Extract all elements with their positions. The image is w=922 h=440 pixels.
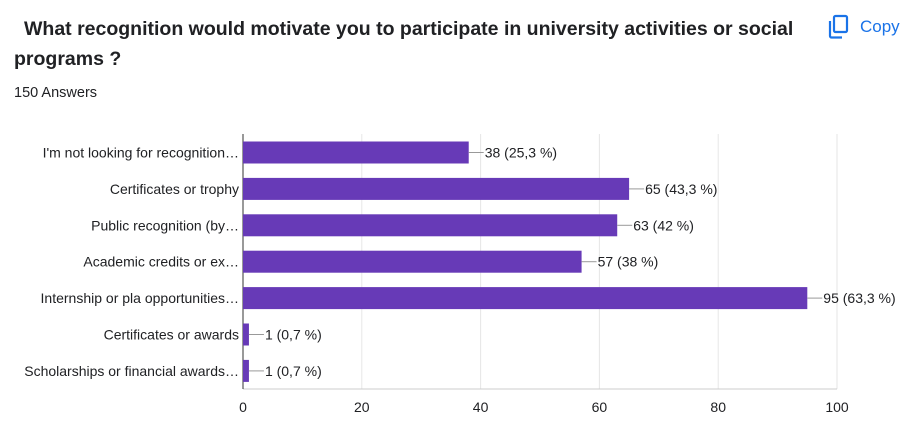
data-label: 95 (63,3 %) <box>823 290 895 306</box>
category-label: I'm not looking for recognition… <box>43 145 239 161</box>
bar <box>243 287 808 310</box>
x-tick-label: 0 <box>239 399 247 415</box>
category-label: Internship or pla opportunities… <box>41 290 239 306</box>
category-label: Certificates or awards <box>104 327 239 343</box>
bar <box>243 214 618 237</box>
category-label: Academic credits or ex… <box>83 254 239 270</box>
copy-label: Copy <box>860 17 900 36</box>
x-tick-label: 20 <box>354 399 370 415</box>
question-title: What recognition would motivate you to p… <box>14 18 794 70</box>
copy-icon <box>826 14 850 40</box>
bar <box>243 141 469 164</box>
x-tick-label: 100 <box>825 399 849 415</box>
x-tick-label: 80 <box>710 399 726 415</box>
bar <box>243 359 249 382</box>
x-tick-label: 60 <box>592 399 608 415</box>
data-label: 63 (42 %) <box>633 217 694 233</box>
bar <box>243 177 630 200</box>
copy-button[interactable]: Copy <box>826 12 900 42</box>
x-tick-label: 40 <box>473 399 489 415</box>
category-label: Public recognition (by… <box>91 217 239 233</box>
data-label: 57 (38 %) <box>598 254 659 270</box>
bar <box>243 250 582 273</box>
data-label: 65 (43,3 %) <box>645 181 717 197</box>
bar <box>243 323 249 346</box>
data-label: 38 (25,3 %) <box>485 145 557 161</box>
data-label: 1 (0,7 %) <box>265 363 322 379</box>
category-label: Certificates or trophy <box>110 181 239 197</box>
category-label: Scholarships or financial awards… <box>24 363 239 379</box>
data-label: 1 (0,7 %) <box>265 327 322 343</box>
answer-count: 150 Answers <box>14 85 98 101</box>
